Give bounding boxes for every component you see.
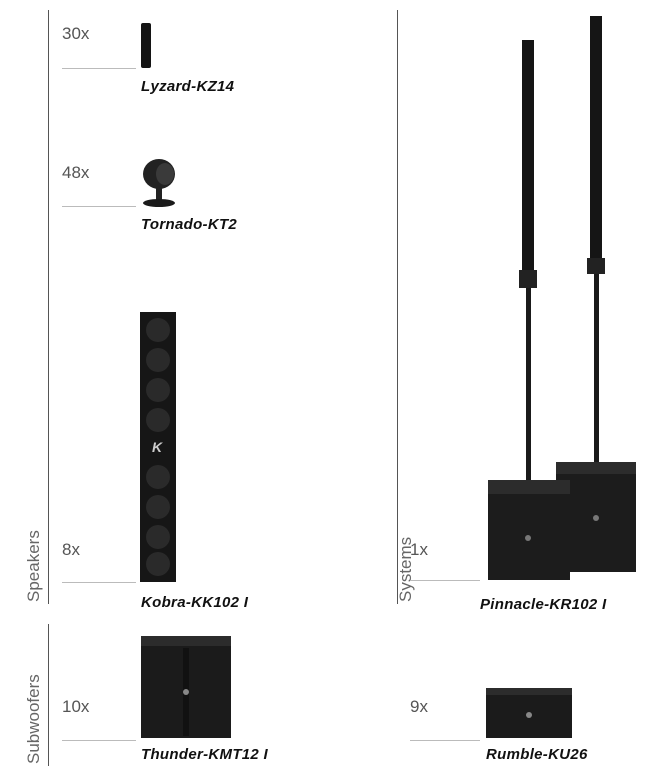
- systems-divider: [397, 10, 398, 604]
- tornado-speaker-image: [143, 159, 175, 207]
- section-label-subwoofers: Subwoofers: [24, 674, 43, 764]
- product-name[interactable]: Kobra-KK102 I: [141, 594, 249, 611]
- product-name[interactable]: Lyzard-KZ14: [141, 78, 235, 95]
- quantity-label: 8x: [62, 540, 80, 559]
- product-name[interactable]: Pinnacle-KR102 I: [480, 596, 607, 613]
- quantity-label: 1x: [410, 540, 428, 559]
- section-label-speakers: Speakers: [24, 530, 43, 602]
- product-name[interactable]: Tornado-KT2: [141, 216, 238, 233]
- product-name[interactable]: Rumble-KU26: [486, 746, 588, 763]
- pinnacle-system-image: [488, 16, 636, 580]
- svg-text:K: K: [152, 439, 163, 455]
- thunder-subwoofer-image: [141, 636, 231, 738]
- leader-line: [62, 740, 136, 741]
- lyzard-speaker-image: [141, 23, 151, 68]
- quantity-label: 9x: [410, 697, 428, 716]
- speakers-divider: [48, 10, 49, 604]
- kobra-column-image: K: [140, 312, 176, 582]
- leader-line: [410, 580, 480, 581]
- leader-line: [62, 68, 136, 69]
- quantity-label: 10x: [62, 697, 90, 716]
- leader-line: [62, 206, 136, 207]
- quantity-label: 48x: [62, 163, 90, 182]
- leader-line: [62, 582, 136, 583]
- product-name[interactable]: Thunder-KMT12 I: [141, 746, 268, 763]
- rumble-subwoofer-image: [486, 688, 572, 738]
- subwoofers-divider: [48, 624, 49, 766]
- quantity-label: 30x: [62, 24, 90, 43]
- leader-line: [410, 740, 480, 741]
